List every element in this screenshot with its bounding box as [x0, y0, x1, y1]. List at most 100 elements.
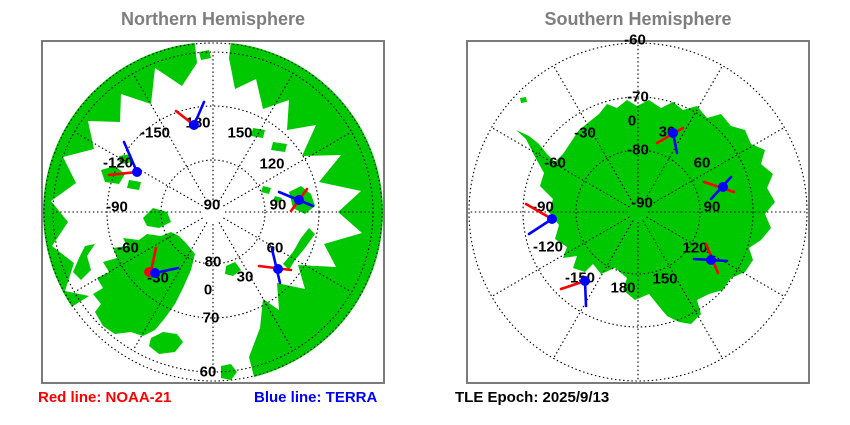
antarctica [516, 100, 775, 324]
franz-josef-islet-2 [273, 196, 282, 203]
south-orkney-islet [520, 97, 527, 103]
grid-label: 90 [204, 197, 221, 214]
grid-label: -60 [544, 155, 566, 172]
eurasia-landmass [229, 42, 383, 382]
satellite-position-dot [580, 276, 590, 286]
franz-josef-islet-1 [261, 186, 271, 194]
latitude-ring [468, 42, 808, 382]
satellite-position-dot [150, 268, 160, 278]
meridian-line [491, 127, 630, 208]
satellite-position-dot [294, 195, 304, 205]
satellite-position-dot [273, 264, 283, 274]
grid-label: -90 [106, 199, 128, 216]
grid-label: -120 [533, 239, 563, 256]
latitude-ring [575, 149, 701, 275]
satellite-position-dot [189, 120, 199, 130]
britain [221, 364, 237, 380]
grid-label: 180 [610, 280, 635, 297]
grid-label: 150 [227, 125, 252, 142]
satellite-marker [144, 246, 180, 278]
grid-label: 150 [652, 271, 677, 288]
legend-tle-epoch: TLE Epoch: 2025/9/13 [455, 389, 610, 406]
grid-label: -60 [624, 32, 646, 49]
grid-label: -70 [627, 89, 649, 106]
terra-track-line [122, 140, 139, 174]
legend-noaa21: Red line: NOAA-21 [38, 389, 172, 406]
grid-label: 0 [204, 282, 212, 299]
satellite-marker [107, 140, 142, 177]
grid-label: 0 [628, 113, 636, 130]
grid-label: -120 [103, 155, 133, 172]
melville-island [127, 180, 141, 190]
south-satellite-markers [524, 126, 736, 308]
satellite-marker [702, 175, 736, 201]
latitude-ring [522, 96, 754, 328]
satellite-marker [524, 202, 557, 236]
grid-label: 60 [267, 240, 284, 257]
satellite-marker [277, 187, 315, 213]
latitude-ring [160, 159, 266, 265]
meridian-line [642, 220, 723, 359]
ellesmere-island [143, 208, 171, 228]
meridian-line [223, 217, 352, 293]
satellite-position-dot [706, 255, 716, 265]
satellite-position-dot [132, 167, 142, 177]
north-satellite-markers [107, 100, 315, 285]
grid-label: 60 [694, 155, 711, 172]
grid-label: -150 [140, 125, 170, 142]
novaya-zemlya [283, 228, 315, 270]
meridian-line [223, 131, 352, 207]
grid-label: -80 [627, 142, 649, 159]
satellite-marker [655, 126, 685, 155]
satellite-marker [559, 276, 590, 308]
meridian-line [553, 65, 634, 204]
satellite-marker [692, 242, 729, 275]
grid-label: 80 [205, 254, 222, 271]
south-map-title: Southern Hemisphere [544, 9, 732, 29]
new-siberian-islet-2 [271, 142, 287, 152]
meridian-line [642, 65, 723, 204]
grid-label: -90 [631, 195, 653, 212]
grid-label: 120 [682, 240, 707, 257]
meridian-line [218, 73, 294, 202]
north-land-group [43, 42, 383, 382]
satellite-marker [174, 100, 206, 130]
grid-label: 60 [200, 364, 217, 381]
legend-terra: Blue line: TERRA [254, 389, 378, 406]
satellite-position-dot [718, 182, 728, 192]
satellite-marker [257, 247, 293, 285]
greenland [93, 232, 195, 336]
north-polar-map: 180-150150-120120-909090-6060-3030800706… [43, 42, 383, 382]
satellite-position-dot [668, 128, 678, 138]
grid-label: 90 [270, 197, 287, 214]
latitude-ring [43, 42, 383, 382]
grid-label: -30 [574, 125, 596, 142]
meridian-line [646, 216, 785, 297]
grid-label: 70 [203, 310, 220, 327]
grid-label: 120 [259, 156, 284, 173]
meridian-line [553, 220, 634, 359]
north-map-title: Northern Hemisphere [120, 9, 306, 29]
grid-label: 90 [704, 199, 721, 216]
meridian-line [74, 217, 203, 293]
baffin-island [73, 244, 95, 280]
south-map-panel: -60 -70 0 -30 30 -80 60 -60 -90 90 -90 120 -120 150 -1… [466, 32, 810, 384]
meridian-line [646, 127, 785, 208]
svalbard [225, 262, 241, 276]
south-graticule [468, 42, 808, 382]
meridian-line [132, 73, 208, 202]
iceland [149, 332, 183, 354]
north-graticule [43, 42, 383, 382]
satellite-position-dot [547, 214, 557, 224]
noaa21-track-line [149, 246, 158, 273]
latitude-ring [106, 105, 320, 319]
meridian-line [218, 222, 294, 351]
noaa21-track-line [524, 202, 554, 221]
meridian-line [491, 216, 630, 297]
meridian-line [132, 222, 208, 351]
grid-label: 30 [237, 269, 254, 286]
grid-label: -60 [117, 240, 139, 257]
